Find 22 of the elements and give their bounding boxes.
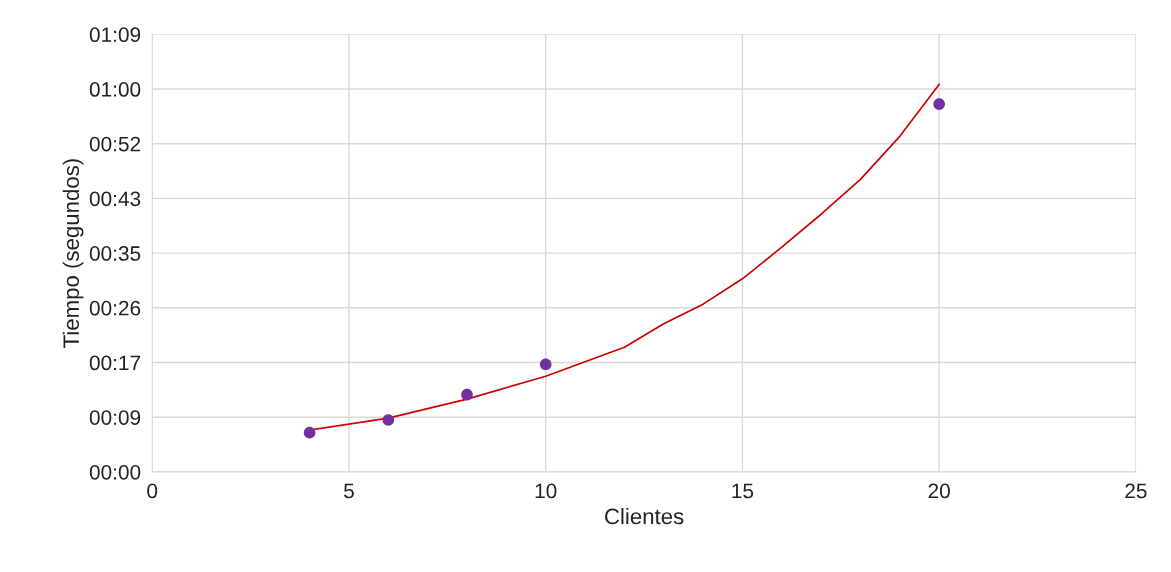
point [933, 98, 945, 110]
x-tick-label: 5 [344, 483, 354, 499]
x-tick-label: 20 [928, 483, 950, 499]
x-tick-label: 15 [732, 483, 754, 499]
y-tick-label: 00:26 [89, 300, 141, 316]
y-tick-label: 00:35 [89, 246, 141, 261]
y-tick-label: 00:09 [89, 410, 141, 425]
point [303, 426, 316, 439]
y-tick-label: 01:09 [89, 27, 141, 43]
y-tick-label: 00:43 [89, 191, 141, 207]
y-tick-label: 00:00 [89, 464, 141, 480]
y-tick-label: 00:52 [89, 136, 141, 152]
y-axis-title: Tiempo (segundos) [62, 159, 84, 348]
point [382, 414, 395, 426]
y-tick-label: 00:17 [89, 355, 141, 371]
point [461, 388, 473, 401]
x-tick-label: 0 [147, 483, 158, 499]
point [539, 358, 552, 371]
x-axis-title: Clientes [605, 507, 684, 525]
x-tick-label: 10 [535, 483, 557, 499]
y-tick-label: 01:00 [89, 82, 141, 97]
x-tick-label: 25 [1125, 483, 1147, 499]
